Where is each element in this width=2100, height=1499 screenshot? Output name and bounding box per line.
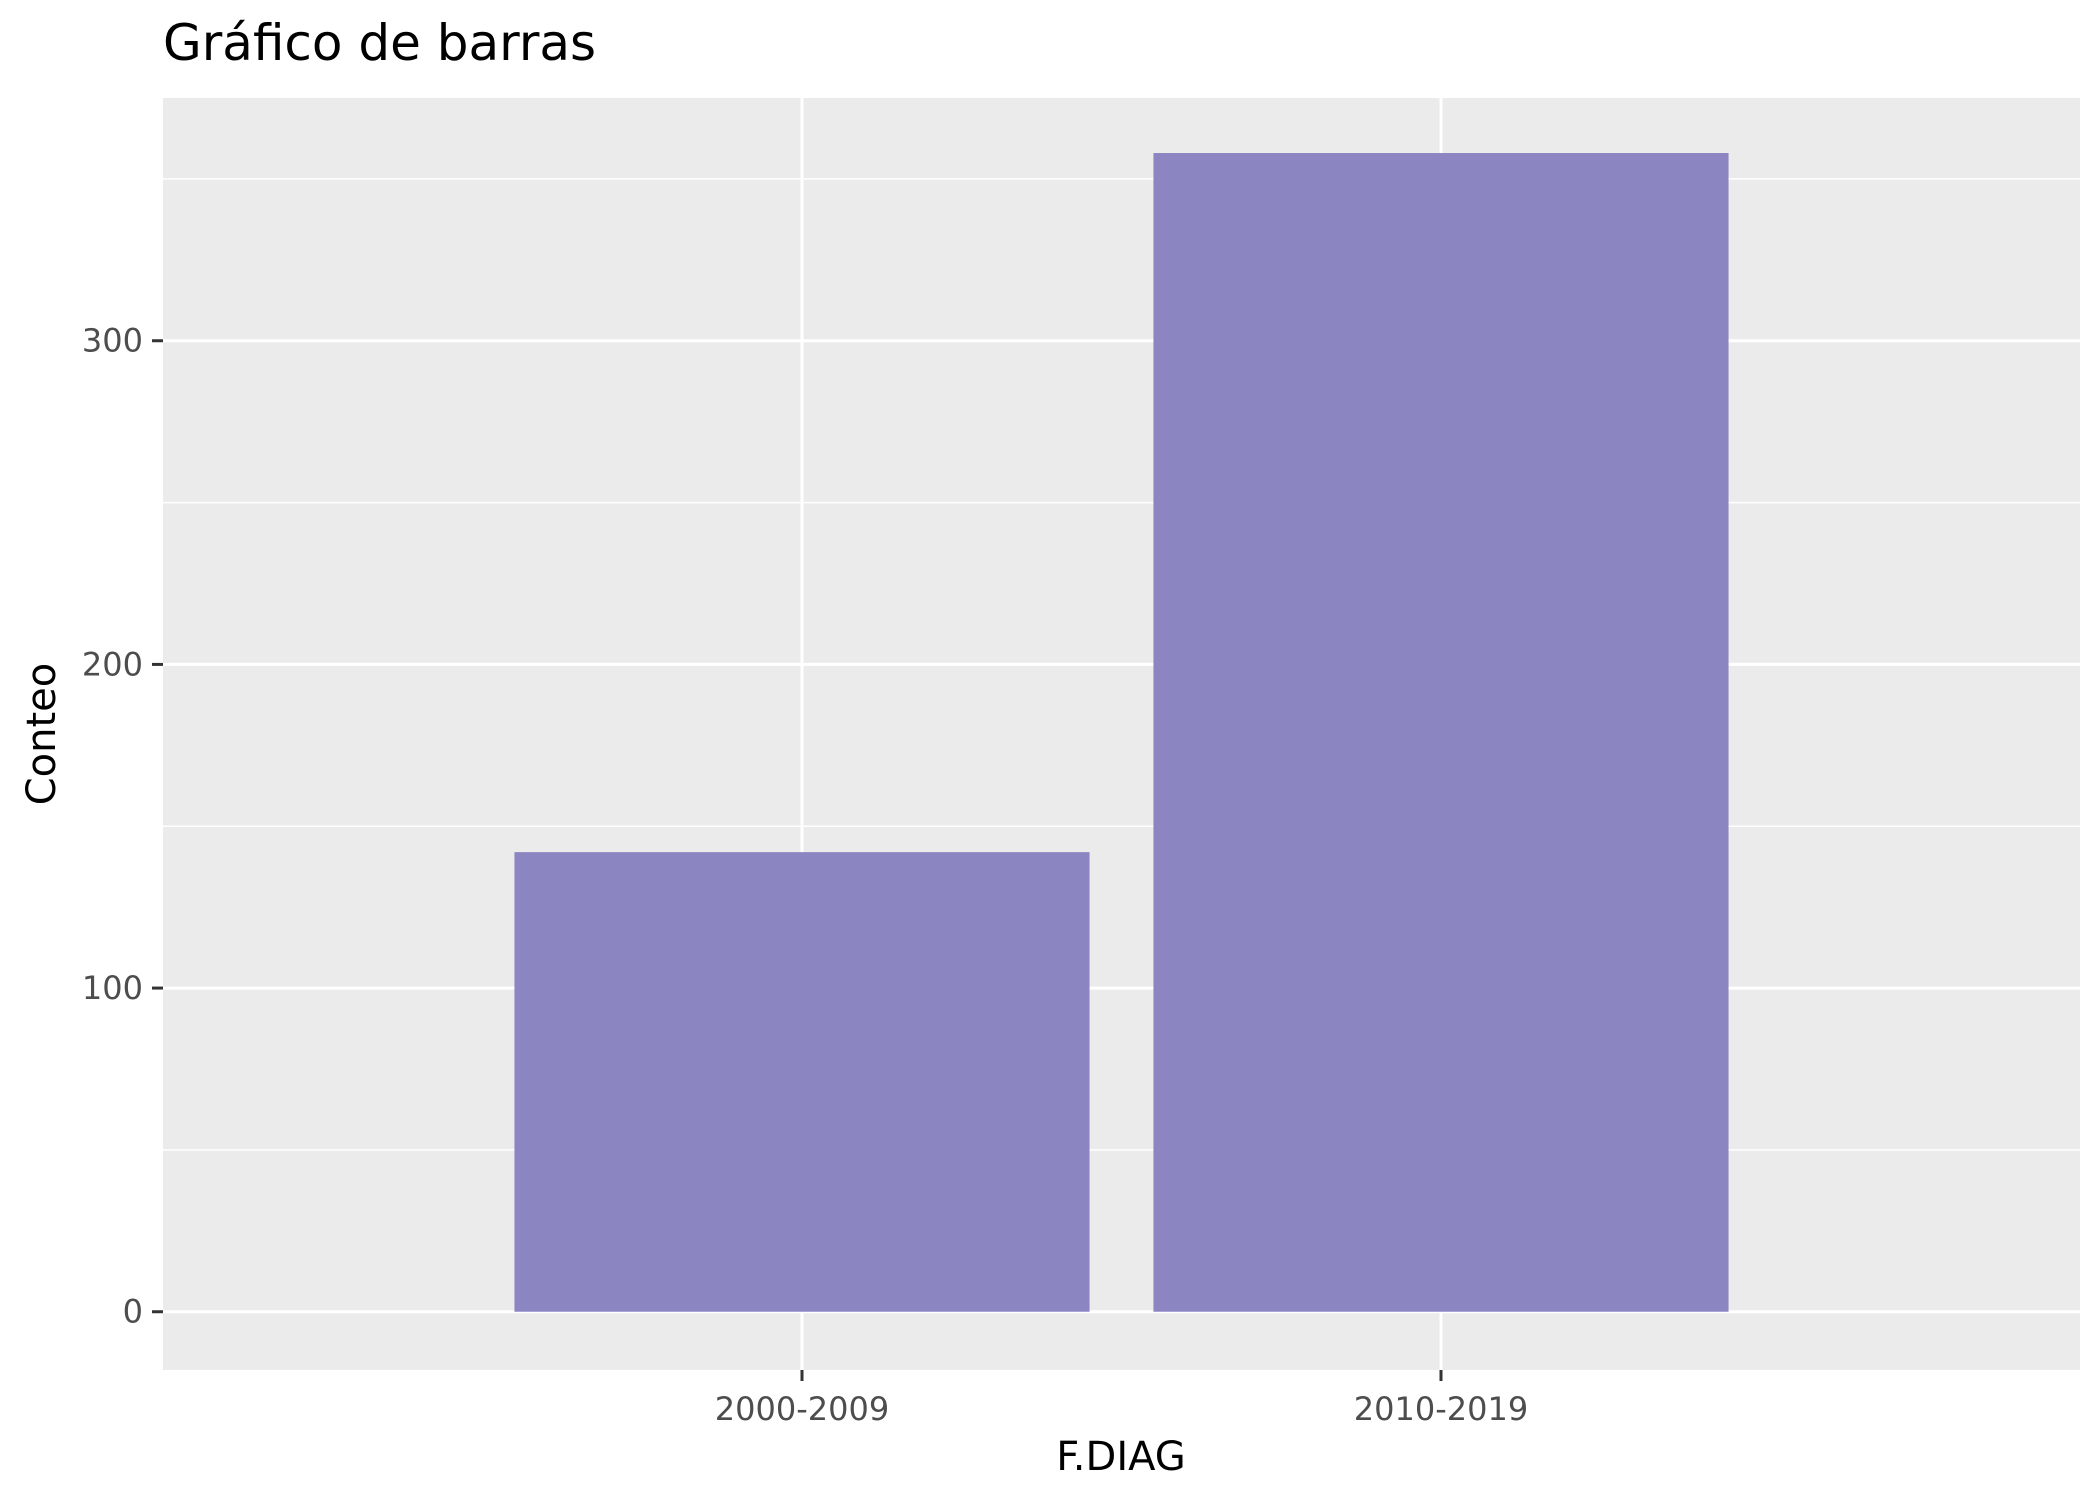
- y-axis-title: Conteo: [19, 663, 65, 806]
- x-axis: 2000-2009 2010-2019: [715, 1370, 1528, 1428]
- y-axis: 0 100 200 300: [82, 322, 163, 1331]
- x-tick-label: 2010-2019: [1354, 1390, 1528, 1428]
- bar-2000-2009: [514, 852, 1090, 1312]
- plot-panel: [163, 98, 2080, 1370]
- x-tick-label: 2000-2009: [715, 1390, 889, 1428]
- x-axis-title: F.DIAG: [1056, 1434, 1186, 1480]
- y-tick-label: 300: [82, 322, 143, 360]
- bars: [514, 153, 1729, 1312]
- chart-title: Gráfico de barras: [163, 14, 596, 72]
- y-tick-label: 100: [82, 969, 143, 1007]
- y-tick-label: 0: [123, 1293, 143, 1331]
- y-tick-label: 200: [82, 645, 143, 683]
- bar-2010-2019: [1153, 153, 1729, 1312]
